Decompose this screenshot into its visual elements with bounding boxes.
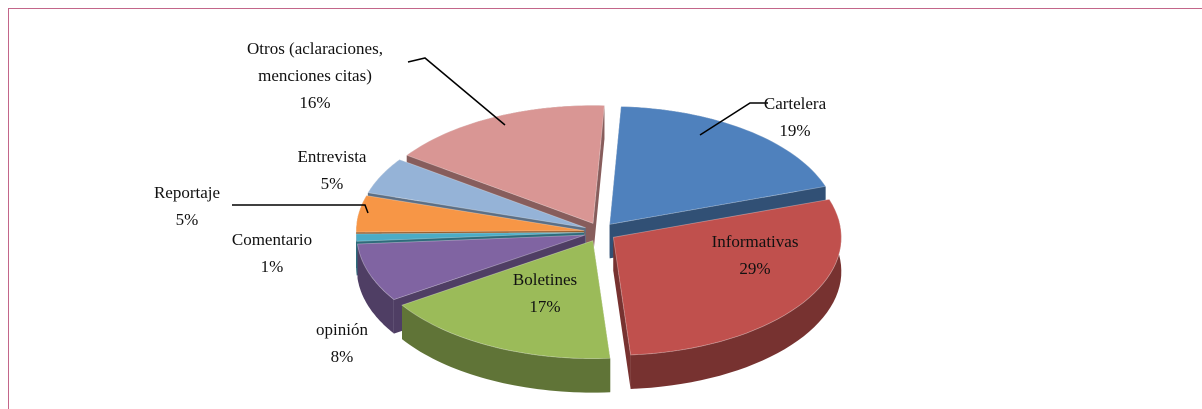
slice	[355, 195, 585, 233]
slice-label: opinión 8%	[316, 316, 368, 370]
category-label: Informativas	[711, 232, 799, 251]
slice-label: Cartelera 19%	[764, 90, 826, 144]
pie	[355, 105, 842, 393]
slice	[609, 106, 827, 225]
slice-label: Entrevista 5%	[298, 143, 367, 197]
slice	[405, 105, 605, 224]
category-label: opinión	[316, 320, 368, 339]
slice-side	[613, 237, 631, 389]
slice-label: Reportaje 5%	[154, 179, 220, 233]
slice-label: Otros (aclaraciones, menciones citas) 16%	[215, 35, 415, 116]
category-label: Boletines	[512, 270, 578, 289]
category-label: Reportaje	[153, 183, 221, 202]
slice-group	[612, 198, 842, 389]
percent-label: 16%	[299, 93, 331, 112]
category-label: Comentario	[231, 230, 313, 249]
percent-label: 19%	[779, 121, 811, 140]
slice	[355, 232, 585, 242]
leader-line	[232, 204, 369, 214]
slice-label: Informativas 29%	[712, 228, 799, 282]
leader-line	[407, 57, 506, 126]
slice-side	[357, 244, 394, 334]
slice-side	[630, 199, 842, 389]
category-label: Entrevista	[297, 147, 367, 166]
percent-label: 5%	[175, 210, 199, 229]
slice-label: Boletines 17%	[513, 266, 577, 320]
frame	[8, 8, 1202, 409]
slice	[357, 234, 585, 301]
percent-label: 8%	[330, 347, 354, 366]
category-label: Cartelera	[763, 94, 827, 113]
percent-label: 17%	[529, 297, 561, 316]
slice	[367, 159, 586, 229]
percent-label: 29%	[739, 259, 771, 278]
slice-group	[401, 240, 611, 393]
slice-side	[402, 305, 611, 393]
leader-line	[699, 102, 768, 136]
slice	[612, 198, 842, 356]
slice-label: Comentario 1%	[232, 226, 312, 280]
category-label: Otros (aclaraciones, menciones citas)	[247, 39, 383, 85]
percent-label: 5%	[320, 174, 344, 193]
slice	[401, 240, 611, 359]
percent-label: 1%	[260, 257, 284, 276]
slice-side	[593, 105, 605, 258]
slice-side	[356, 233, 357, 276]
